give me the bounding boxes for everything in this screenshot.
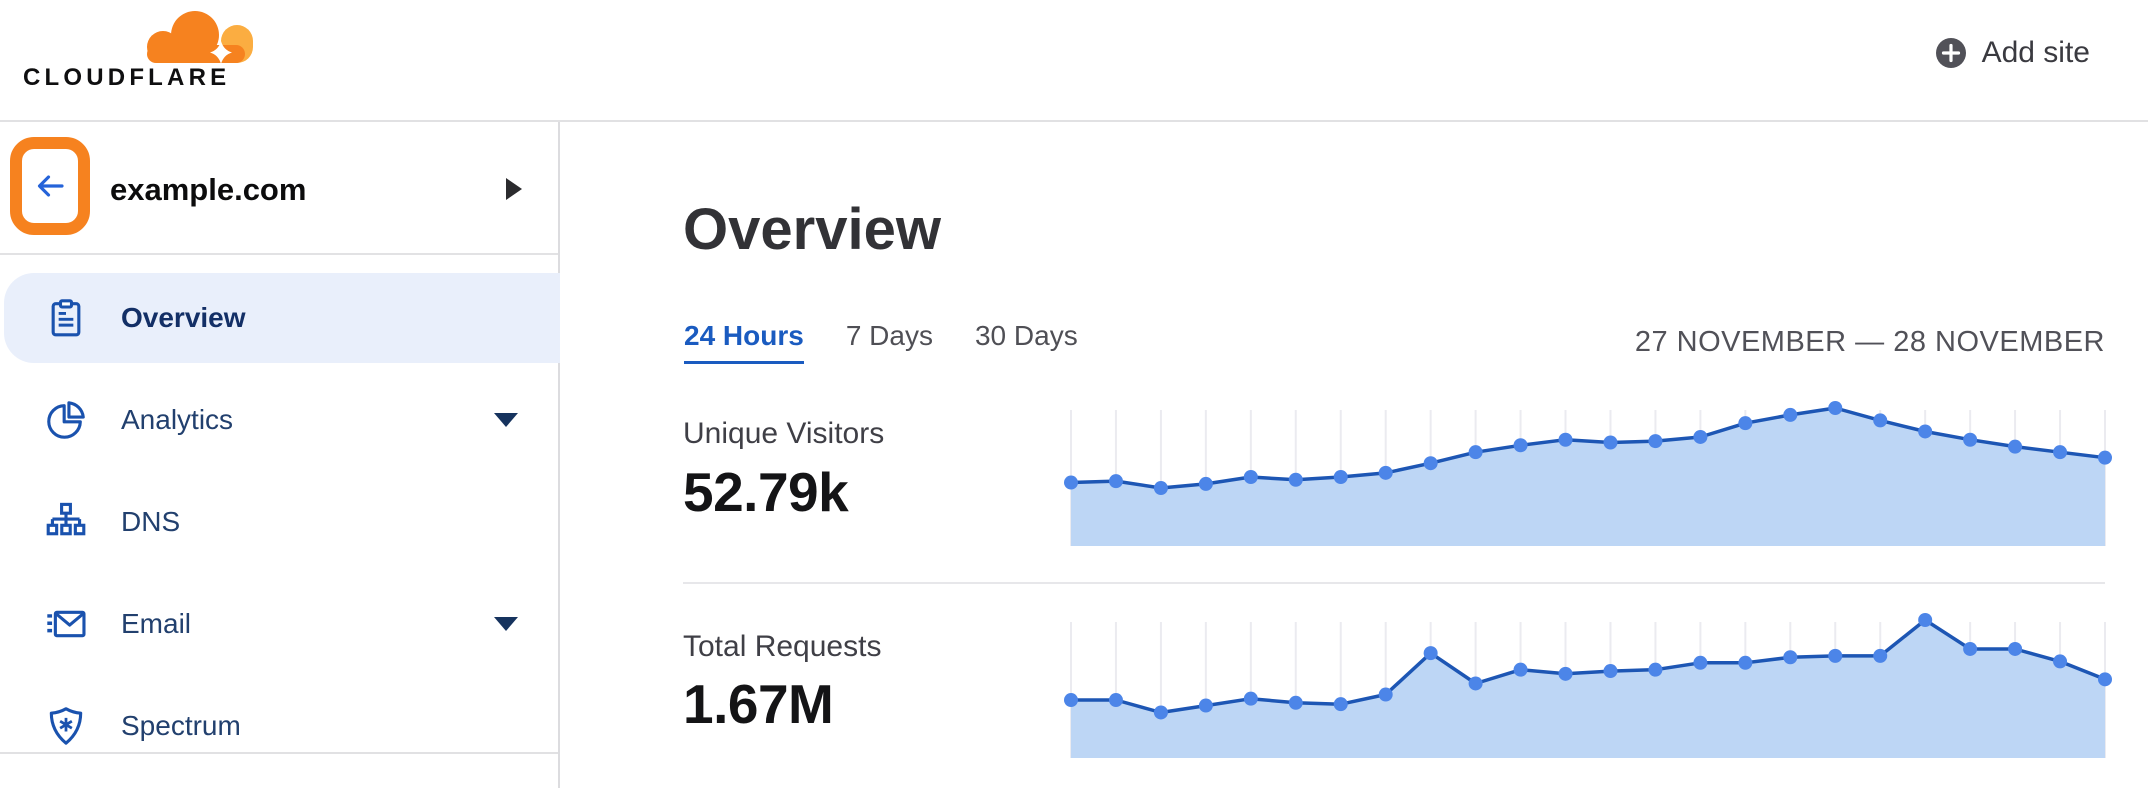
tab-24-hours[interactable]: 24 Hours xyxy=(684,320,804,364)
sidebar-item-label: Spectrum xyxy=(121,710,241,741)
back-arrow-icon xyxy=(37,175,64,197)
add-site-label: Add site xyxy=(1981,36,2090,69)
page-title: Overview xyxy=(683,197,941,262)
tab-7-days[interactable]: 7 Days xyxy=(845,320,933,351)
plus-circle-icon xyxy=(1935,38,1966,68)
site-selector-row[interactable]: example.com xyxy=(0,122,558,255)
total-requests-sparkline-chart xyxy=(1064,610,2112,760)
sidebar-item-spectrum[interactable]: Spectrum xyxy=(0,675,558,777)
sidebar-section-divider xyxy=(0,752,558,754)
chevron-down-icon[interactable] xyxy=(494,617,518,631)
shield-icon xyxy=(49,707,83,745)
sidebar: example.com Overview Analytics xyxy=(0,122,560,788)
sidebar-item-analytics[interactable]: Analytics xyxy=(0,369,558,471)
sidebar-item-label: Analytics xyxy=(121,404,234,435)
sidebar-item-label: DNS xyxy=(121,506,181,537)
pie-chart-icon xyxy=(47,401,85,439)
top-bar: CLOUDFLARE Add site xyxy=(0,0,2148,122)
back-button[interactable] xyxy=(30,168,70,204)
metrics-divider xyxy=(683,582,2105,584)
date-range-label: 27 NOVEMBER — 28 NOVEMBER xyxy=(1634,326,2105,358)
sidebar-item-overview[interactable]: Overview xyxy=(4,273,560,363)
back-button-highlight xyxy=(10,137,90,235)
metric-value-unique-visitors: 52.79k xyxy=(683,461,849,523)
metric-value-total-requests: 1.67M xyxy=(683,673,834,735)
time-range-tabs: 24 Hours 7 Days 30 Days xyxy=(684,320,1078,364)
metric-label-total-requests: Total Requests xyxy=(683,630,882,663)
dns-tree-icon xyxy=(46,502,86,536)
cloudflare-cloud-icon xyxy=(147,11,253,64)
sidebar-item-dns[interactable]: DNS xyxy=(0,471,558,573)
tab-30-days[interactable]: 30 Days xyxy=(974,320,1078,351)
cloudflare-logo[interactable]: CLOUDFLARE xyxy=(23,8,263,91)
clipboard-icon xyxy=(51,299,81,337)
sidebar-item-label: Overview xyxy=(121,302,246,333)
metric-label-unique-visitors: Unique Visitors xyxy=(683,417,885,450)
email-icon xyxy=(47,610,86,638)
site-name: example.com xyxy=(110,172,307,207)
sidebar-item-email[interactable]: Email xyxy=(0,573,558,675)
sidebar-item-label: Email xyxy=(121,608,192,639)
add-site-button[interactable]: Add site xyxy=(1935,31,2090,75)
cloudflare-wordmark: CLOUDFLARE xyxy=(23,64,231,91)
site-expand-caret-icon[interactable] xyxy=(506,178,522,200)
chevron-down-icon[interactable] xyxy=(494,413,518,427)
unique-visitors-sparkline-chart xyxy=(1064,398,2112,548)
